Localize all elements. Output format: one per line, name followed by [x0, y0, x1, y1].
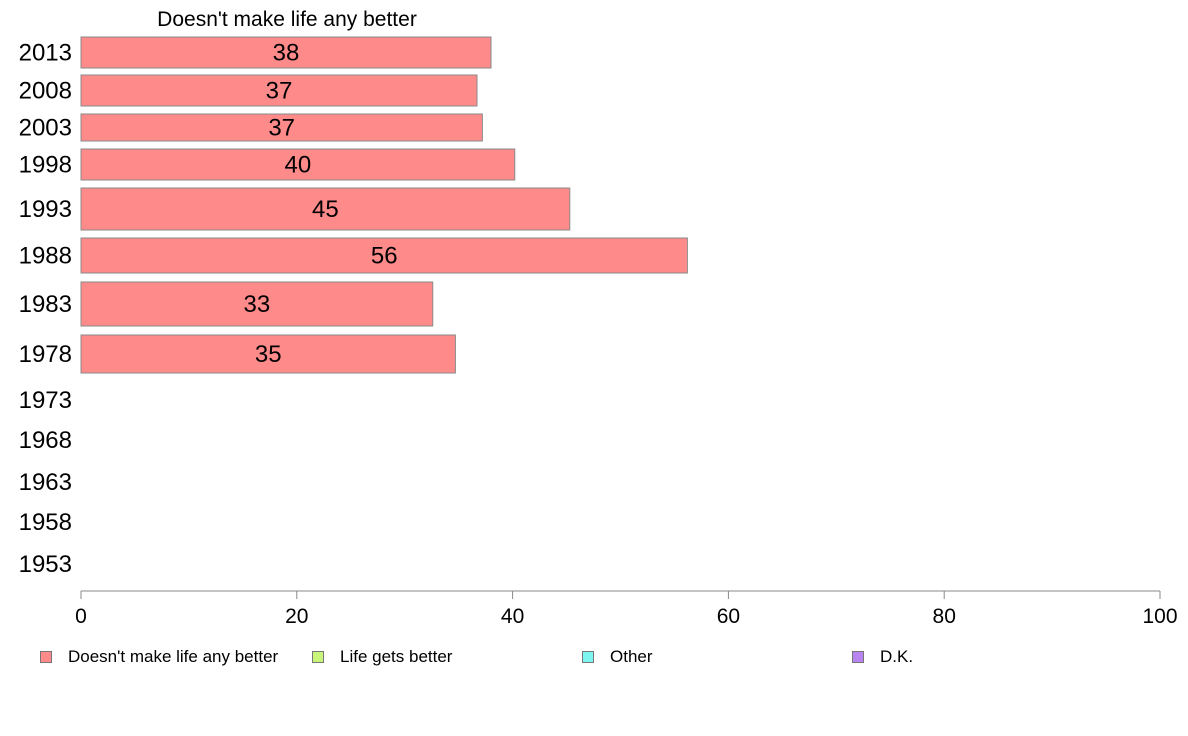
bar — [80, 281, 434, 327]
y-tick-label: 2008 — [19, 78, 72, 105]
bar — [80, 148, 516, 181]
y-tick-label: 1958 — [19, 509, 72, 536]
y-tick-label: 2003 — [19, 115, 72, 142]
y-tick-label: 1978 — [19, 341, 72, 368]
bar — [80, 237, 688, 274]
x-tick-label: 60 — [717, 605, 740, 628]
y-tick-label: 1953 — [19, 551, 72, 578]
y-tick-label: 1968 — [19, 427, 72, 454]
x-axis: 0 20 40 60 80 100 — [75, 590, 1178, 628]
bar — [80, 36, 492, 69]
bar-value-label: 38 — [273, 40, 300, 67]
bar-value-label: 37 — [266, 78, 293, 105]
chart-title: Doesn't make life any better — [157, 8, 417, 31]
y-tick-label: 1973 — [19, 387, 72, 414]
y-tick-label: 2013 — [19, 40, 72, 67]
bar-value-label: 40 — [285, 152, 312, 179]
bar — [80, 334, 456, 374]
y-tick-label: 1993 — [19, 196, 72, 223]
x-tick-label: 80 — [933, 605, 956, 628]
bar — [80, 74, 478, 107]
y-axis-labels: 2013 2008 2003 1998 1993 1988 1983 1978 1973 1968… — [19, 40, 72, 579]
bar-value-label: 45 — [312, 196, 339, 223]
x-tick-label: 0 — [75, 605, 87, 628]
y-tick-label: 1998 — [19, 152, 72, 179]
bar — [80, 113, 483, 142]
x-tick-label: 40 — [501, 605, 524, 628]
y-tick-label: 1983 — [19, 291, 72, 318]
bar-value-label: 35 — [255, 341, 282, 368]
bar-value-label: 56 — [371, 243, 398, 270]
x-tick-label: 20 — [285, 605, 308, 628]
bar-value-label: 33 — [244, 291, 271, 318]
bar — [80, 187, 571, 231]
x-tick-label: 100 — [1142, 605, 1177, 628]
y-tick-label: 1963 — [19, 469, 72, 496]
y-tick-label: 1988 — [19, 243, 72, 270]
bar-value-label: 37 — [268, 115, 295, 142]
